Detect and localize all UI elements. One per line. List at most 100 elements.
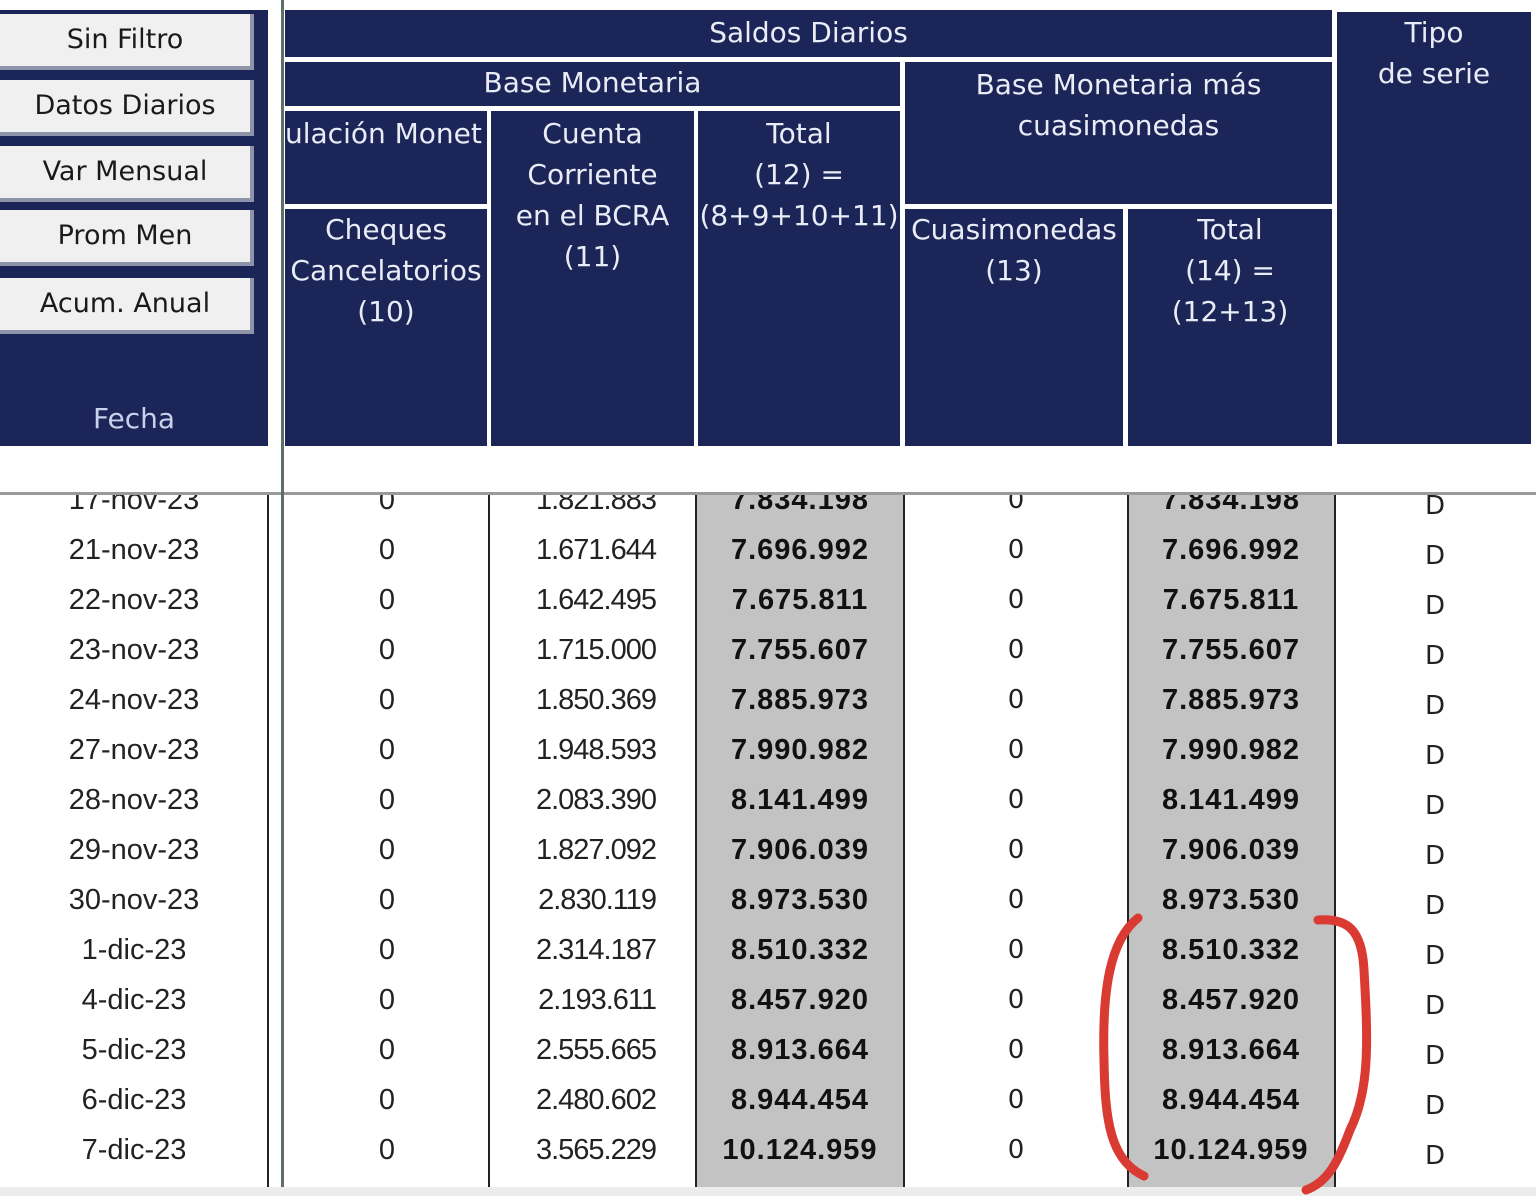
data-table-body: 17-nov-23 0 1.821.883 7.834.198 0 7.834.… (0, 475, 1536, 1187)
tipo-serie-cell: D (1424, 1041, 1446, 1071)
freeze-pane-vertical-line[interactable] (281, 0, 284, 1196)
cheques-cell: 0 (378, 584, 396, 616)
header-line: Total (1197, 213, 1263, 246)
fecha-cell: 21-nov-23 (68, 534, 200, 566)
table-row[interactable]: 4-dic-23 0 2.193.611 8.457.920 0 8.457.9… (0, 975, 1536, 1025)
cuasimonedas-cell: 0 (1007, 985, 1025, 1015)
total-14-header: Total (14) = (12+13) (1128, 209, 1332, 446)
cuenta-corriente-cell: 1.715.000 (535, 634, 657, 666)
table-row[interactable]: 29-nov-23 0 1.827.092 7.906.039 0 7.906.… (0, 825, 1536, 875)
cheques-cell: 0 (378, 1084, 396, 1116)
table-row[interactable]: 22-nov-23 0 1.642.495 7.675.811 0 7.675.… (0, 575, 1536, 625)
total-12-cell: 7.755.607 (730, 634, 869, 666)
cuasimonedas-cell: 0 (1007, 1035, 1025, 1065)
tipo-serie-cell: D (1424, 991, 1446, 1021)
fecha-cell: 6-dic-23 (81, 1084, 187, 1116)
header-line: Total (766, 117, 832, 150)
total-14-cell: 7.675.811 (1162, 584, 1300, 616)
table-row[interactable]: 7-dic-23 0 3.565.229 10.124.959 0 10.124… (0, 1125, 1536, 1175)
fecha-cell: 7-dic-23 (81, 1134, 187, 1166)
tipo-serie-cell: D (1424, 541, 1446, 571)
fecha-cell: 24-nov-23 (68, 684, 200, 716)
total-14-cell: 10.124.959 (1153, 1134, 1309, 1166)
cheques-cell: 0 (378, 784, 396, 816)
total-14-cell: 7.755.607 (1161, 634, 1300, 666)
total-12-cell: 8.510.332 (730, 934, 869, 966)
table-row[interactable]: 28-nov-23 0 2.083.390 8.141.499 0 8.141.… (0, 775, 1536, 825)
cheques-cell: 0 (378, 1034, 396, 1066)
cuasimonedas-cell: 0 (1007, 735, 1025, 765)
header-line: Cheques (325, 213, 447, 246)
prom-men-button[interactable]: Prom Men (0, 210, 254, 266)
header-line: (12+13) (1171, 295, 1289, 328)
total-12-cell: 7.696.992 (730, 534, 869, 566)
table-row[interactable]: 6-dic-23 0 2.480.602 8.944.454 0 8.944.4… (0, 1075, 1536, 1125)
cuasimonedas-cell: 0 (1007, 935, 1025, 965)
header-line: (13) (985, 254, 1043, 287)
base-monetaria-header: Base Monetaria (285, 62, 900, 106)
table-row[interactable]: 24-nov-23 0 1.850.369 7.885.973 0 7.885.… (0, 675, 1536, 725)
table-row[interactable]: 21-nov-23 0 1.671.644 7.696.992 0 7.696.… (0, 525, 1536, 575)
cuasimonedas-cell: 0 (1007, 1085, 1025, 1115)
table-row[interactable]: 1-dic-23 0 2.314.187 8.510.332 0 8.510.3… (0, 925, 1536, 975)
table-row[interactable]: 5-dic-23 0 2.555.665 8.913.664 0 8.913.6… (0, 1025, 1536, 1075)
header-line: Cancelatorios (290, 254, 482, 287)
cuenta-corriente-cell: 1.642.495 (535, 584, 657, 616)
datos-diarios-button[interactable]: Datos Diarios (0, 80, 254, 136)
fecha-cell: 5-dic-23 (81, 1034, 187, 1066)
tipo-serie-cell: D (1424, 491, 1446, 521)
grid-line (488, 495, 490, 1187)
grid-line (1127, 495, 1129, 1187)
grid-line (1334, 495, 1336, 1187)
total-14-column-shading (1128, 495, 1334, 1187)
fecha-cell: 27-nov-23 (68, 734, 200, 766)
fecha-cell: 22-nov-23 (68, 584, 200, 616)
total-14-cell: 7.696.992 (1161, 534, 1300, 566)
header-line: Tipo (1404, 16, 1464, 49)
frozen-pane-gap (0, 446, 1536, 492)
acum-anual-button[interactable]: Acum. Anual (0, 278, 254, 334)
total-12-cell: 10.124.959 (722, 1134, 878, 1166)
header-line: Cuasimonedas (911, 213, 1117, 246)
table-row[interactable]: 30-nov-23 0 2.830.119 8.973.530 0 8.973.… (0, 875, 1536, 925)
cuasimonedas-cell: 0 (1007, 635, 1025, 665)
cuenta-corriente-cell: 2.314.187 (535, 934, 657, 966)
cheques-cell: 0 (378, 834, 396, 866)
total-14-cell: 8.141.499 (1161, 784, 1300, 816)
fecha-cell: 4-dic-23 (81, 984, 187, 1016)
total-12-cell: 8.913.664 (730, 1034, 869, 1066)
cuenta-corriente-cell: 1.671.644 (535, 534, 657, 566)
total-12-cell: 8.457.920 (730, 984, 869, 1016)
fecha-cell: 28-nov-23 (68, 784, 200, 816)
base-monetaria-mas-cuasimonedas-header: Base Monetaria más cuasimonedas (905, 62, 1332, 204)
table-row[interactable]: 23-nov-23 0 1.715.000 7.755.607 0 7.755.… (0, 625, 1536, 675)
total-14-cell: 8.944.454 (1161, 1084, 1300, 1116)
header-line: (11) (563, 240, 622, 273)
cheques-cell: 0 (378, 1134, 396, 1166)
tipo-serie-cell: D (1424, 1091, 1446, 1121)
fecha-cell: 29-nov-23 (68, 834, 200, 866)
sin-filtro-button[interactable]: Sin Filtro (0, 14, 254, 70)
cuenta-corriente-cell: 2.083.390 (535, 784, 657, 816)
fecha-cell: 23-nov-23 (68, 634, 200, 666)
cuasimonedas-cell: 0 (1007, 885, 1025, 915)
fecha-column-header: Fecha (92, 402, 176, 435)
tipo-serie-cell: D (1424, 741, 1446, 771)
cuenta-corriente-cell: 1.827.092 (535, 834, 657, 866)
freeze-pane-horizontal-line[interactable] (0, 492, 1536, 495)
total-14-cell: 7.885.973 (1161, 684, 1300, 716)
header-line: en el BCRA (515, 199, 670, 232)
cuasimonedas-cell: 0 (1007, 1135, 1025, 1165)
total-14-cell: 7.990.982 (1161, 734, 1300, 766)
var-mensual-button[interactable]: Var Mensual (0, 146, 254, 202)
cuasimonedas-header: Cuasimonedas (13) (905, 209, 1123, 446)
cuasimonedas-cell: 0 (1007, 685, 1025, 715)
table-row[interactable]: 27-nov-23 0 1.948.593 7.990.982 0 7.990.… (0, 725, 1536, 775)
total-14-cell: 8.457.920 (1161, 984, 1300, 1016)
cheques-cell: 0 (378, 884, 396, 916)
total-12-header: Total (12) = (8+9+10+11) (698, 111, 900, 446)
cheques-cell: 0 (378, 534, 396, 566)
bottom-scroll-strip[interactable] (0, 1187, 1536, 1196)
tipo-serie-cell: D (1424, 641, 1446, 671)
header-line: de serie (1377, 57, 1491, 90)
